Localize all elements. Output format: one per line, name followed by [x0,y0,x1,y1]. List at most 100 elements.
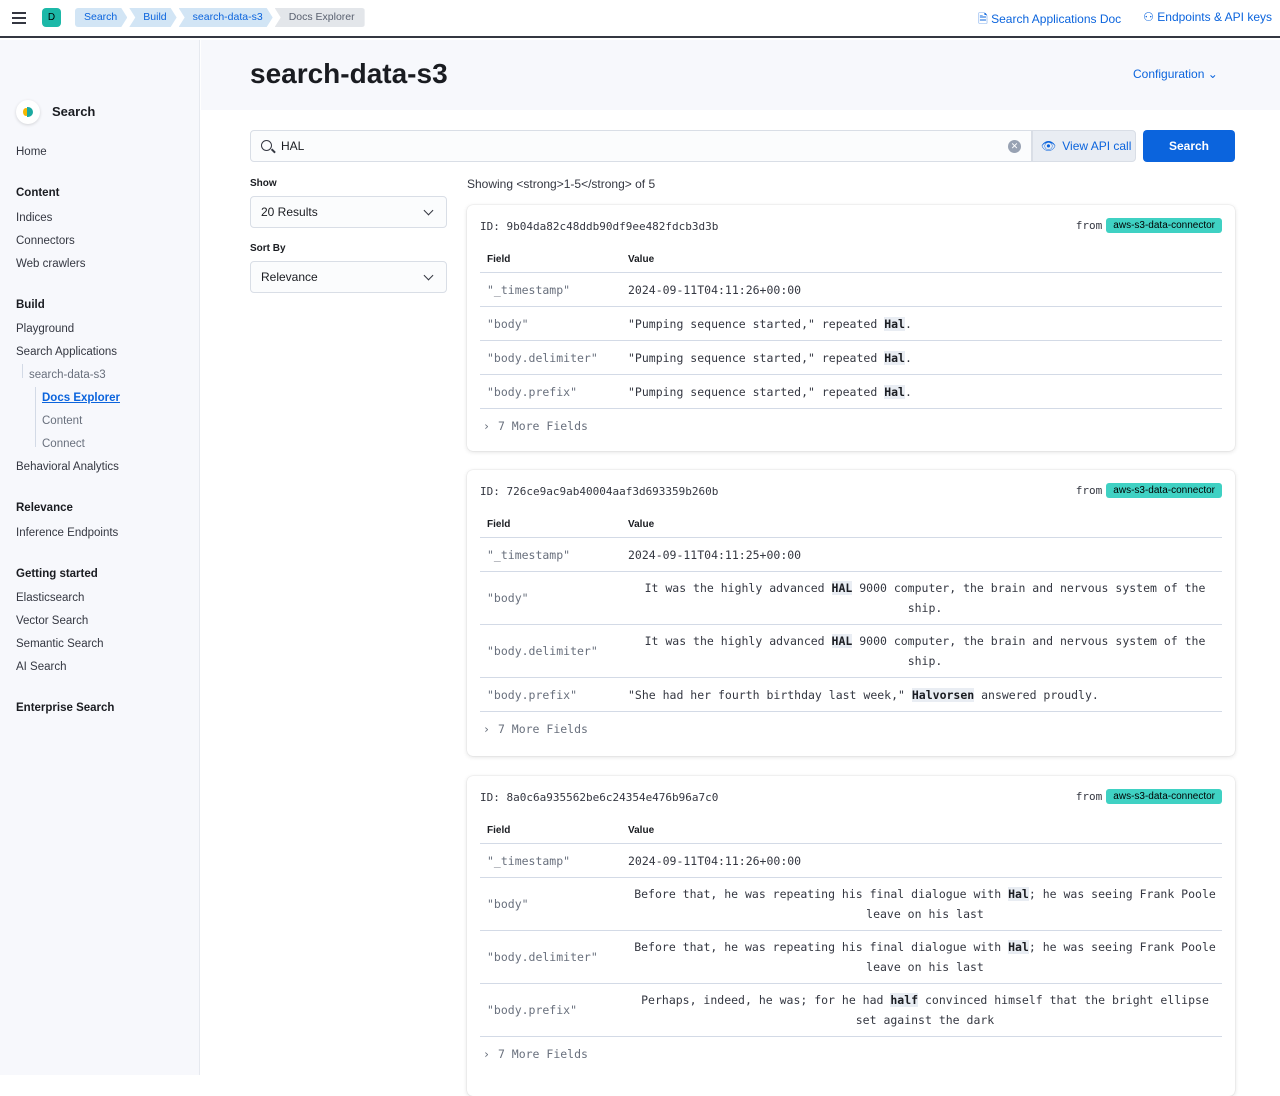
document-icon: 🗎 [978,12,992,26]
field-header: Field [487,825,511,836]
deployment-avatar[interactable]: D [42,8,61,27]
value-text: "She had her fourth birthday last week," [628,687,912,702]
field-name: "body.delimiter" [487,644,598,658]
table-row: "_timestamp" 2024-09-11T04:11:26+00:00 [480,844,1222,878]
field-name: "_timestamp" [487,547,571,562]
top-bar: D Search Build search-data-s3 Docs Explo… [0,0,1280,38]
value-text: "Pumping sequence started," repeated [628,316,885,331]
sidebar-item-inference-endpoints[interactable]: Inference Endpoints [16,527,119,539]
value-text: . [904,384,912,399]
sidebar-item-ai-search[interactable]: AI Search [16,661,67,673]
document-id: ID: 8a0c6a935562be6c24354e476b96a7c0 [480,791,719,804]
sidebar-item-semantic-search[interactable]: Semantic Search [16,638,104,650]
source-badge: aws-s3-data-connector [1106,789,1222,804]
sidebar-item-home[interactable]: Home [16,146,47,158]
highlight: Hal [1008,887,1029,901]
field-name: "body.delimiter" [487,950,598,964]
value-text: 2024-09-11T04:11:26+00:00 [628,853,802,868]
endpoint-icon: ⚇ [1143,10,1158,24]
sidebar-section-getting-started: Getting started [16,568,98,580]
from-label: from [1075,790,1103,803]
search-input-value: HAL [281,139,305,153]
endpoints-link-label: Endpoints & API keys [1157,10,1272,24]
sidebar-item-connect[interactable]: Connect [42,438,85,450]
more-fields-label: 7 More Fields [497,722,588,736]
more-fields-toggle[interactable]: › 7 More Fields [480,1037,1222,1071]
sidebar-title: Search [52,104,96,119]
highlight: Hal [884,350,905,365]
sort-select-value: Relevance [261,270,318,284]
sidebar-section-build: Build [16,299,45,311]
sidebar-item-search-applications[interactable]: Search Applications [16,346,118,358]
clear-icon[interactable]: ✕ [1008,140,1021,153]
value-header: Value [628,254,655,265]
source: from aws-s3-data-connector [1076,483,1222,498]
result-card: ID: 8a0c6a935562be6c24354e476b96a7c0 fro… [467,776,1235,1096]
sidebar-item-indices[interactable]: Indices [16,212,53,224]
breadcrumb-app[interactable]: search-data-s3 [179,8,273,27]
fields-table: Field Value "_timestamp" 2024-09-11T04:11:… [480,512,1222,746]
field-value: Perhaps, indeed, he was; for he had half… [628,990,1222,1030]
search-input[interactable]: HAL ✕ [250,130,1032,162]
highlight: Hal [1008,940,1029,954]
value-text: Before that, he was repeating his final … [634,887,1009,901]
value-text: convinced himself that the bright ellips… [855,993,1209,1027]
field-header: Field [487,519,511,530]
field-value: 2024-09-11T04:11:26+00:00 [628,280,801,300]
value-header: Value [628,825,655,836]
page-title: search-data-s3 [250,58,448,89]
field-name: "body" [487,316,529,331]
configuration-button[interactable]: Configuration ⌄ [1133,67,1218,81]
table-row: "_timestamp" 2024-09-11T04:11:26+00:00 [480,273,1222,307]
field-name: "body.delimiter" [487,350,598,365]
field-value: "She had her fourth birthday last week,"… [628,685,1099,705]
endpoints-link[interactable]: ⚇ Endpoints & API keys [1143,10,1272,31]
source: from aws-s3-data-connector [1076,218,1222,233]
chevron-right-icon: › [483,1047,490,1061]
search-button[interactable]: Search [1143,130,1235,162]
field-name: "body.prefix" [487,1003,578,1017]
from-label: from [1075,219,1103,232]
field-value: "Pumping sequence started," repeated Hal… [628,348,912,368]
more-fields-toggle[interactable]: › 7 More Fields [480,409,1222,443]
sidebar-item-connectors[interactable]: Connectors [16,235,75,247]
highlight: Hal [884,384,905,399]
sidebar-item-content[interactable]: Content [42,415,83,427]
sidebar-item-web-crawlers[interactable]: Web crawlers [16,258,86,270]
docs-link[interactable]: 🗎 Search Applications Doc [978,10,1121,31]
sort-select[interactable]: Relevance [250,261,447,293]
field-value: "Pumping sequence started," repeated Hal… [628,382,912,402]
more-fields-toggle[interactable]: › 7 More Fields [480,712,1222,746]
search-icon [261,140,272,151]
breadcrumb-current: Docs Explorer [274,8,365,27]
breadcrumb-search[interactable]: Search [75,8,127,27]
field-name: "body" [487,591,529,605]
sidebar-item-elasticsearch[interactable]: Elasticsearch [16,592,85,604]
view-api-call-button[interactable]: 👁 View API call [1032,130,1136,162]
breadcrumb-build[interactable]: Build [129,8,176,27]
value-header: Value [628,519,655,530]
field-value: Before that, he was repeating his final … [628,937,1222,977]
fields-table: Field Value "_timestamp" 2024-09-11T04:11:… [480,247,1222,443]
search-logo-icon [16,100,40,124]
sort-label: Sort By [250,243,286,254]
sidebar-item-docs-explorer[interactable]: Docs Explorer [42,392,120,404]
menu-icon[interactable] [12,12,26,24]
sidebar-section-enterprise-search[interactable]: Enterprise Search [16,702,115,714]
field-name: "body.prefix" [487,687,578,702]
sidebar-item-behavioral-analytics[interactable]: Behavioral Analytics [16,461,119,473]
sidebar: Search Home Content Indices Connectors W… [0,40,200,1075]
sidebar-item-search-data-s3[interactable]: search-data-s3 [29,369,106,381]
sidebar-item-playground[interactable]: Playground [16,323,75,335]
table-row: "_timestamp" 2024-09-11T04:11:25+00:00 [480,538,1222,572]
sidebar-item-vector-search[interactable]: Vector Search [16,615,89,627]
highlight: Hal [884,316,905,331]
chevron-down-icon [423,205,434,216]
view-api-call-label: View API call [1062,139,1132,153]
source-badge: aws-s3-data-connector [1106,483,1222,498]
table-row: "body.prefix" "Pumping sequence started,"… [480,375,1222,409]
show-select[interactable]: 20 Results [250,196,447,228]
show-select-value: 20 Results [261,205,318,219]
highlight: half [890,993,919,1007]
breadcrumb: Search Build search-data-s3 Docs Explore… [75,8,367,27]
